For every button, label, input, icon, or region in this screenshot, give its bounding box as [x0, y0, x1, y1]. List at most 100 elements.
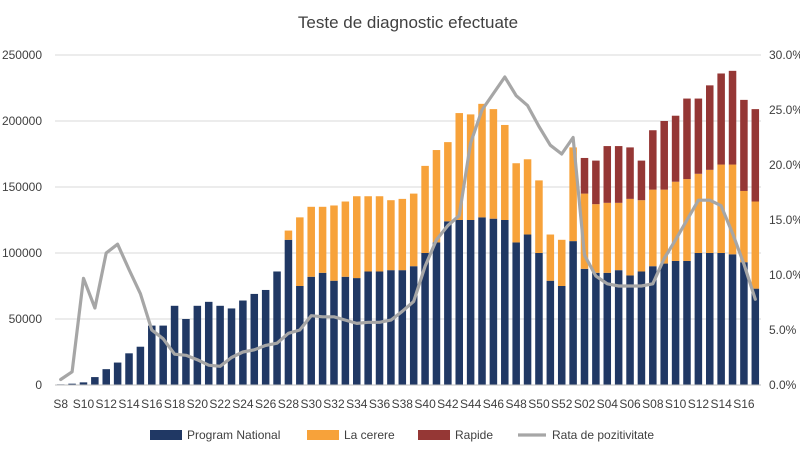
- bar-program-national: [330, 280, 338, 385]
- bar-la-cerere: [501, 124, 509, 220]
- x-tick-label: S10: [73, 397, 95, 411]
- bar-la-cerere: [387, 200, 395, 271]
- bar-la-cerere: [660, 189, 668, 264]
- bar-la-cerere: [671, 181, 680, 261]
- x-tick-label: S42: [437, 397, 459, 411]
- x-tick-label: S8: [53, 397, 68, 411]
- bar-la-cerere: [580, 193, 589, 269]
- bar-program-national: [535, 253, 543, 385]
- bar-program-national: [512, 242, 520, 385]
- bar-program-national: [626, 275, 634, 385]
- bar-program-national: [113, 362, 122, 385]
- y-left-tick-label: 250000: [2, 48, 42, 62]
- x-tick-label: S20: [187, 397, 209, 411]
- bar-la-cerere: [751, 201, 760, 289]
- x-tick-label: S12: [96, 397, 118, 411]
- bar-program-national: [341, 276, 350, 385]
- bar-program-national: [227, 308, 236, 385]
- x-tick-label: S12: [688, 397, 710, 411]
- legend-swatch: [150, 430, 182, 440]
- bar-la-cerere: [546, 234, 555, 281]
- bar-program-national: [421, 253, 429, 385]
- y-axis-right: 0.0% 5.0% 10.0% 15.0% 20.0% 25.0% 30.0%: [769, 48, 800, 392]
- bar-rapide: [671, 115, 680, 182]
- y-right-tick-label: 30.0%: [769, 48, 800, 62]
- y-right-tick-label: 0.0%: [769, 378, 797, 392]
- bar-program-national: [489, 218, 498, 385]
- y-right-tick-label: 5.0%: [769, 323, 797, 337]
- bar-program-national: [375, 271, 384, 385]
- bar-la-cerere: [637, 200, 646, 272]
- y-right-tick-label: 25.0%: [769, 103, 800, 117]
- bar-rapide: [592, 160, 600, 205]
- bar-program-national: [728, 254, 737, 385]
- bar-la-cerere: [569, 147, 577, 242]
- y-left-tick-label: 0: [35, 378, 42, 392]
- bar-la-cerere: [296, 217, 304, 286]
- bar-la-cerere: [740, 190, 748, 263]
- bar-program-national: [239, 300, 247, 385]
- bar-program-national: [193, 305, 202, 385]
- x-tick-label: S28: [278, 397, 300, 411]
- bar-la-cerere: [409, 193, 418, 267]
- bar-la-cerere: [455, 113, 463, 220]
- bar-program-national: [261, 289, 270, 385]
- bar-program-national: [444, 221, 452, 385]
- y-right-tick-label: 10.0%: [769, 268, 800, 282]
- x-tick-label: S08: [642, 397, 664, 411]
- x-tick-label: S10: [665, 397, 687, 411]
- bar-program-national: [603, 272, 612, 385]
- bar-program-national: [148, 325, 156, 385]
- bar-rapide: [706, 85, 714, 170]
- x-tick-label: S14: [710, 397, 732, 411]
- bar-program-national: [284, 239, 293, 385]
- bar-la-cerere: [626, 198, 634, 276]
- x-tick-label: S46: [483, 397, 505, 411]
- x-tick-label: S36: [369, 397, 391, 411]
- bar-program-national: [683, 260, 691, 385]
- bar-program-national: [398, 270, 407, 385]
- x-tick-label: S24: [232, 397, 254, 411]
- bar-rapide: [580, 157, 589, 194]
- bar-la-cerere: [535, 180, 543, 253]
- legend-label: Program National: [187, 428, 280, 442]
- legend-label: Rapide: [455, 428, 493, 442]
- bar-program-national: [694, 253, 703, 385]
- bar-la-cerere: [592, 204, 600, 273]
- bar-program-national: [478, 217, 486, 385]
- x-tick-label: S04: [597, 397, 619, 411]
- chart-title: Teste de diagnostic efectuate: [298, 13, 518, 32]
- bar-la-cerere: [318, 206, 327, 273]
- bar-program-national: [79, 382, 88, 385]
- bar-rapide: [728, 70, 737, 165]
- x-tick-label: S30: [301, 397, 323, 411]
- bar-program-national: [318, 272, 327, 385]
- bar-program-national: [569, 241, 577, 385]
- x-tick-label: S16: [141, 397, 163, 411]
- bar-program-national: [466, 220, 475, 385]
- x-tick-label: S48: [505, 397, 527, 411]
- bar-la-cerere: [307, 206, 315, 277]
- bar-la-cerere: [614, 202, 623, 271]
- bar-program-national: [592, 272, 600, 385]
- bar-program-national: [637, 271, 646, 385]
- bar-la-cerere: [284, 230, 293, 240]
- bar-program-national: [455, 220, 463, 385]
- bar-program-national: [102, 369, 110, 385]
- bar-la-cerere: [421, 165, 429, 253]
- bar-program-national: [250, 293, 259, 385]
- bar-rapide: [626, 147, 634, 199]
- bar-program-national: [216, 305, 224, 385]
- y-left-tick-label: 150000: [2, 180, 42, 194]
- bars-layer: [56, 70, 760, 385]
- bar-la-cerere: [375, 196, 384, 272]
- bar-program-national: [501, 220, 509, 385]
- bar-la-cerere: [489, 109, 498, 219]
- y-right-tick-label: 15.0%: [769, 213, 800, 227]
- bar-la-cerere: [603, 202, 612, 273]
- bar-la-cerere: [398, 198, 407, 271]
- bar-program-national: [706, 253, 714, 385]
- x-tick-label: S32: [323, 397, 345, 411]
- bar-rapide: [614, 146, 623, 203]
